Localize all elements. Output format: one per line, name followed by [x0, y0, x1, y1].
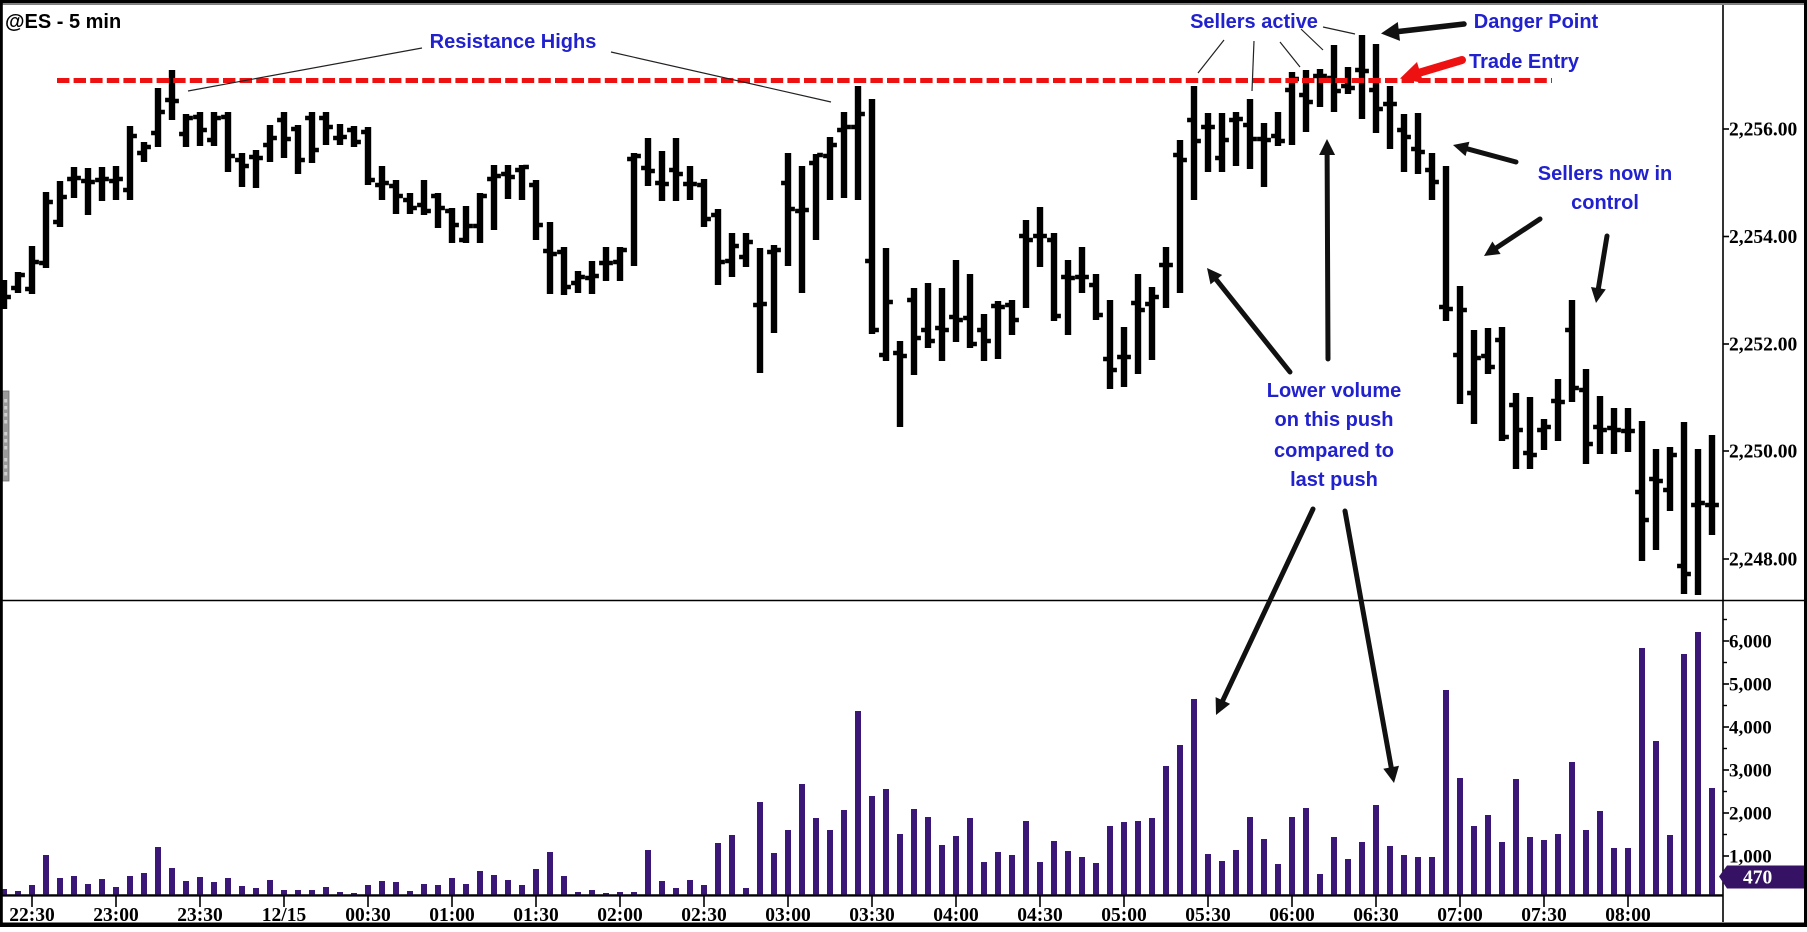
svg-text:23:30: 23:30 [177, 905, 223, 926]
svg-text:6,000: 6,000 [1729, 632, 1772, 653]
svg-text:2,248.00: 2,248.00 [1729, 550, 1797, 571]
svg-text:04:00: 04:00 [933, 905, 979, 926]
svg-text:Trade Entry: Trade Entry [1469, 51, 1580, 73]
svg-text:05:30: 05:30 [1185, 905, 1231, 926]
svg-text:1,000: 1,000 [1729, 847, 1772, 868]
svg-text:03:00: 03:00 [765, 905, 811, 926]
svg-text:4,000: 4,000 [1729, 718, 1772, 739]
svg-text:on this push: on this push [1275, 409, 1394, 431]
svg-text:02:00: 02:00 [597, 905, 643, 926]
svg-text:Lower volume: Lower volume [1267, 380, 1401, 402]
svg-text:last push: last push [1290, 469, 1378, 491]
svg-text:2,000: 2,000 [1729, 804, 1772, 825]
svg-text:3,000: 3,000 [1729, 761, 1772, 782]
svg-text:2,252.00: 2,252.00 [1729, 335, 1797, 356]
svg-text:22:30: 22:30 [9, 905, 55, 926]
svg-text:2,250.00: 2,250.00 [1729, 442, 1797, 463]
svg-text:control: control [1571, 192, 1639, 214]
svg-text:07:30: 07:30 [1521, 905, 1567, 926]
svg-text:02:30: 02:30 [681, 905, 727, 926]
svg-text:Sellers now in: Sellers now in [1538, 163, 1672, 185]
svg-text:5,000: 5,000 [1729, 675, 1772, 696]
svg-text:07:00: 07:00 [1437, 905, 1483, 926]
svg-text:2,254.00: 2,254.00 [1729, 227, 1797, 248]
svg-text:@ES - 5 min: @ES - 5 min [5, 11, 121, 33]
svg-text:06:00: 06:00 [1269, 905, 1315, 926]
svg-text:08:00: 08:00 [1605, 905, 1651, 926]
svg-text:00:30: 00:30 [345, 905, 391, 926]
svg-text:06:30: 06:30 [1353, 905, 1399, 926]
svg-text:470: 470 [1743, 868, 1772, 889]
svg-text:Resistance Highs: Resistance Highs [430, 31, 597, 53]
svg-text:compared to: compared to [1274, 440, 1394, 462]
svg-text:01:00: 01:00 [429, 905, 475, 926]
svg-text:Sellers active: Sellers active [1190, 11, 1318, 33]
svg-text:Danger Point: Danger Point [1474, 11, 1599, 33]
svg-text:05:00: 05:00 [1101, 905, 1147, 926]
svg-text:04:30: 04:30 [1017, 905, 1063, 926]
svg-text:01:30: 01:30 [513, 905, 559, 926]
svg-text:03:30: 03:30 [849, 905, 895, 926]
svg-text:12/15: 12/15 [262, 905, 307, 926]
svg-text:2,256.00: 2,256.00 [1729, 120, 1797, 141]
svg-text:23:00: 23:00 [93, 905, 139, 926]
